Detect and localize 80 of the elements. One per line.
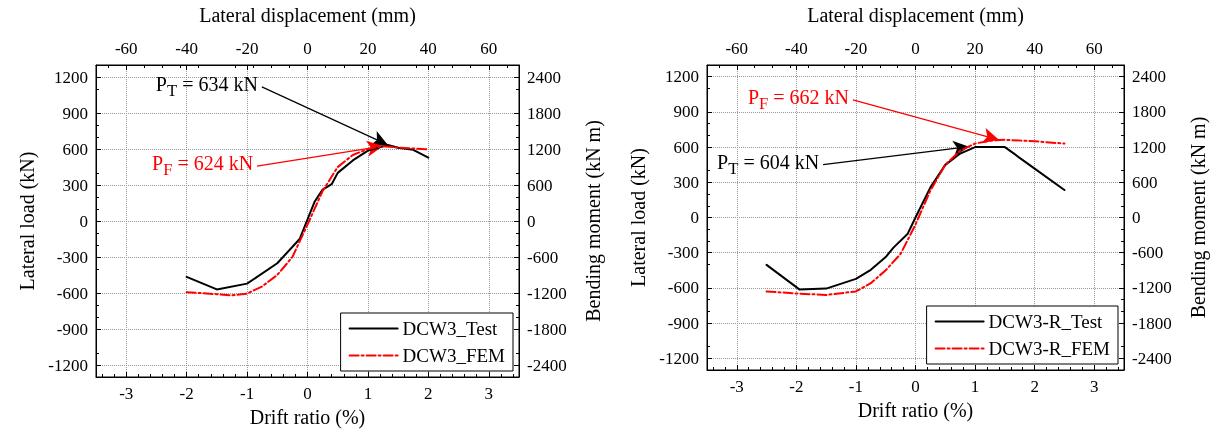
y-tick-label: -1200 — [659, 348, 699, 368]
legend-label: DCW3-R_FEM — [988, 338, 1111, 359]
annotation: P$_{F}$ = 624 kN — [152, 152, 254, 180]
legend-label: DCW3_FEM — [402, 345, 506, 366]
x2-tick-label: 20 — [966, 39, 984, 58]
y2-tick-label: -1800 — [1132, 313, 1172, 333]
x-axis-title: Drift ratio (%) — [249, 406, 366, 429]
x-tick-label: 2 — [1030, 377, 1039, 396]
legend-label: DCW3-R_Test — [988, 311, 1104, 332]
y-tick-label: -300 — [667, 243, 699, 263]
x2-tick-label: -40 — [785, 39, 808, 58]
y2-tick-label: -600 — [527, 247, 559, 267]
y-tick-label: 0 — [690, 208, 699, 227]
y2-axis-title: Bending moment (kN m) — [1187, 116, 1210, 319]
x2-tick-label: -40 — [175, 39, 198, 58]
x-tick-label: 1 — [970, 377, 980, 396]
y-tick-label: 1200 — [54, 67, 88, 87]
y2-tick-label: -2400 — [527, 355, 567, 375]
x2-tick-label: 0 — [911, 39, 920, 58]
y2-tick-label: -2400 — [1132, 348, 1172, 368]
x-tick-label: 1 — [363, 384, 373, 403]
y2-tick-label: 0 — [527, 211, 536, 231]
y-tick-label: 900 — [62, 103, 88, 123]
x-axis-title: Drift ratio (%) — [857, 399, 974, 422]
annotation: P$_{T}$ = 604 kN — [717, 150, 820, 178]
x-tick-label: -1 — [239, 384, 255, 403]
y-tick-label: 300 — [62, 175, 88, 195]
x-tick-label: -3 — [729, 377, 744, 396]
x2-tick-label: 20 — [359, 39, 377, 58]
y-tick-label: -600 — [56, 283, 88, 303]
x2-tick-label: -20 — [235, 39, 259, 58]
y2-tick-label: 600 — [1132, 172, 1158, 192]
y-tick-label: 600 — [673, 137, 699, 157]
y-tick-label: 0 — [79, 211, 88, 231]
y-tick-label: -900 — [667, 313, 699, 333]
x2-tick-label: 40 — [1026, 39, 1044, 58]
y-tick-label: 600 — [62, 139, 88, 159]
y-tick-label: -900 — [56, 319, 88, 339]
x2-tick-label: -20 — [844, 39, 868, 58]
y-tick-label: -600 — [667, 278, 699, 298]
y-axis-title: Lateral load (kN) — [16, 151, 40, 291]
x-tick-label: 3 — [484, 384, 494, 403]
x2-tick-label: -60 — [725, 39, 749, 58]
y-tick-label: -1200 — [48, 355, 88, 375]
x2-tick-label: 0 — [303, 39, 312, 58]
x-tick-label: 3 — [1089, 377, 1099, 396]
y2-tick-label: -1800 — [527, 319, 567, 339]
y2-tick-label: 2400 — [527, 67, 561, 87]
x2-tick-label: -60 — [114, 39, 138, 58]
y2-tick-label: 1200 — [1132, 137, 1166, 157]
y2-axis-title: Bending moment (kN m) — [582, 120, 605, 322]
x-tick-label: -2 — [179, 384, 194, 403]
x-tick-label: 2 — [424, 384, 433, 403]
x-tick-label: 0 — [911, 377, 920, 396]
y-axis-title: Lateral load (kN) — [627, 148, 651, 287]
x-tick-label: 0 — [303, 384, 312, 403]
y-tick-label: 1200 — [665, 67, 699, 87]
y2-tick-label: 600 — [527, 175, 553, 195]
y2-tick-label: -600 — [1132, 243, 1164, 263]
legend-label: DCW3_Test — [402, 318, 499, 339]
y2-tick-label: -1200 — [1132, 278, 1172, 298]
annotation: P$_{T}$ = 634 kN — [155, 72, 258, 100]
x-tick-label: -1 — [848, 377, 864, 396]
x2-tick-label: 60 — [480, 39, 498, 58]
y2-tick-label: 1800 — [1132, 102, 1166, 122]
annotation: P$_{F}$ = 662 kN — [747, 85, 850, 113]
y2-tick-label: 1800 — [527, 103, 561, 123]
x2-tick-label: 40 — [419, 39, 437, 58]
x-tick-label: -3 — [119, 384, 134, 403]
x-tick-label: -2 — [789, 377, 804, 396]
y-tick-label: 300 — [673, 172, 699, 192]
y2-tick-label: -1200 — [527, 283, 567, 303]
x2-tick-label: 60 — [1085, 39, 1103, 58]
x2-axis-title: Lateral displacement (mm) — [807, 4, 1024, 27]
x2-axis-title: Lateral displacement (mm) — [199, 4, 416, 27]
y2-tick-label: 2400 — [1132, 67, 1166, 87]
y2-tick-label: 0 — [1132, 208, 1141, 227]
y2-tick-label: 1200 — [527, 139, 561, 159]
y-tick-label: 900 — [673, 102, 699, 122]
y-tick-label: -300 — [56, 247, 88, 267]
